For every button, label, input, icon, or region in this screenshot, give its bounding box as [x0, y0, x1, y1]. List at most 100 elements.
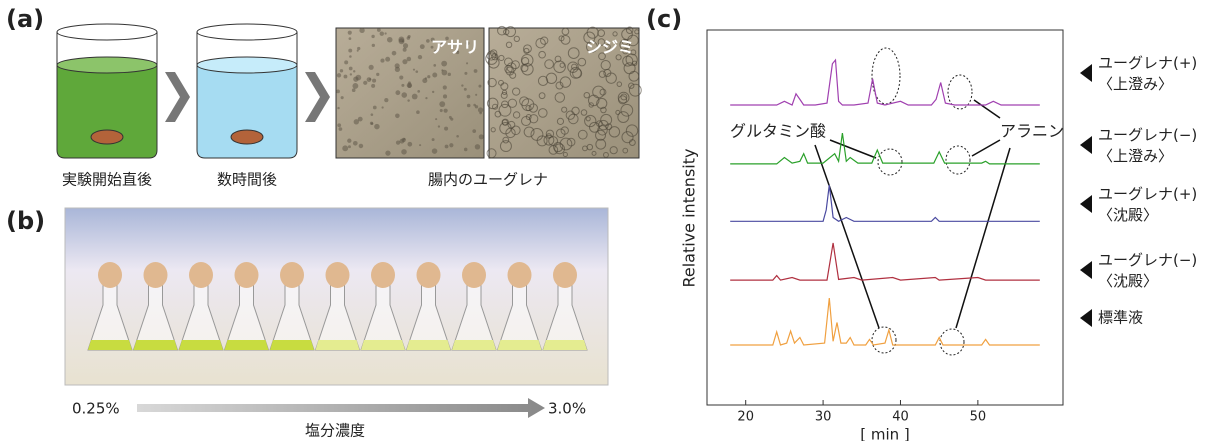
texture-dot: [597, 38, 606, 46]
flasks: [87, 262, 588, 351]
texture-dot: [463, 87, 467, 91]
texture-dot: [439, 101, 446, 108]
texture-dot: [384, 97, 389, 103]
texture-dot: [419, 44, 425, 50]
texture-dot: [498, 54, 505, 62]
texture-dot: [374, 123, 380, 130]
texture-dot: [605, 72, 617, 84]
beaker: [56, 23, 158, 159]
texture-dot: [464, 71, 468, 75]
axis-label: 塩分濃度: [305, 422, 365, 440]
texture-dot: [559, 137, 573, 151]
texture-dot: [511, 125, 521, 136]
texture-dot: [580, 109, 588, 116]
pointer: [814, 144, 880, 329]
legend-marker: [1080, 309, 1092, 327]
texture-dot: [402, 47, 407, 52]
texture-dot: [376, 72, 380, 77]
legend-line: ユーグレナ(+): [1098, 185, 1197, 203]
texture-dot: [567, 61, 579, 73]
texture-dot: [466, 62, 469, 65]
texture-dot: [620, 103, 634, 117]
texture-dot: [509, 71, 517, 79]
texture-dot: [603, 151, 609, 158]
texture-dot: [406, 56, 412, 62]
texture-dot: [372, 105, 377, 110]
peak-highlight: [871, 326, 897, 354]
texture-dot: [559, 62, 565, 68]
texture-dot: [395, 90, 401, 96]
texture-dot: [625, 26, 634, 34]
texture-dot: [402, 59, 408, 65]
texture-dot: [461, 84, 464, 87]
texture-dot: [352, 140, 358, 146]
texture-dot: [351, 88, 356, 93]
texture-dot: [562, 151, 568, 158]
texture-dot: [504, 64, 513, 74]
texture-dot: [597, 125, 608, 136]
texture-dot: [561, 27, 570, 36]
texture-dot: [569, 66, 582, 79]
photo-label: シジミ: [586, 38, 634, 57]
caption: 数時間後: [217, 171, 277, 189]
x-tick-label: 50: [970, 410, 987, 425]
texture-dot: [598, 119, 609, 131]
texture-dot: [536, 135, 548, 147]
liquid: [88, 340, 132, 350]
texture-dot: [560, 34, 571, 45]
texture-dot: [417, 90, 421, 93]
annotation: グルタミン酸: [730, 122, 826, 141]
texture-dot: [347, 145, 351, 149]
panel-label: (a): [6, 5, 44, 33]
legend-line: ユーグレナ(−): [1098, 251, 1197, 269]
texture-dot: [529, 114, 539, 124]
texture-dot: [505, 41, 513, 49]
texture-dot: [498, 79, 504, 86]
texture-dot: [622, 55, 634, 67]
texture-dot: [501, 89, 508, 95]
texture-dot: [353, 119, 360, 125]
texture-dot: [501, 118, 509, 126]
texture-dot: [368, 64, 374, 70]
texture-dot: [486, 97, 499, 110]
texture-dot: [622, 47, 629, 55]
texture-dot: [619, 39, 631, 51]
texture-dot: [455, 50, 460, 55]
texture-dot: [415, 70, 419, 73]
texture-dot: [407, 141, 413, 147]
texture-dot: [391, 50, 397, 56]
texture-dot: [609, 146, 618, 155]
texture-dot: [586, 40, 598, 53]
texture-dot: [338, 127, 343, 131]
legend-line: 〈上澄み〉: [1098, 147, 1173, 165]
texture-dot: [596, 120, 603, 127]
texture-dot: [339, 69, 344, 73]
texture-dot: [431, 138, 435, 142]
texture-dot: [402, 43, 409, 49]
texture-dot: [466, 103, 471, 108]
texture-dot: [430, 45, 434, 49]
texture-dot: [348, 66, 353, 71]
texture-dot: [498, 103, 512, 117]
texture-dot: [340, 96, 344, 100]
texture-dot: [435, 118, 438, 121]
texture-dot: [492, 103, 499, 110]
stopper: [234, 262, 259, 288]
texture-dot: [586, 26, 599, 39]
texture-dot: [472, 129, 477, 133]
stopper: [371, 262, 395, 288]
texture-dot: [505, 26, 517, 38]
photo: [335, 27, 485, 159]
texture-dot: [394, 66, 401, 72]
texture-dot: [552, 141, 564, 153]
texture-dot: [379, 31, 384, 36]
texture-dot: [343, 74, 348, 79]
texture-dot: [353, 70, 356, 73]
texture-dot: [625, 124, 639, 137]
texture-dot: [608, 126, 621, 138]
texture-dot: [407, 99, 410, 102]
stopper: [280, 262, 304, 288]
legend-marker: [1080, 261, 1092, 279]
plot-frame: [706, 29, 1064, 406]
texture-dot: [336, 73, 342, 78]
